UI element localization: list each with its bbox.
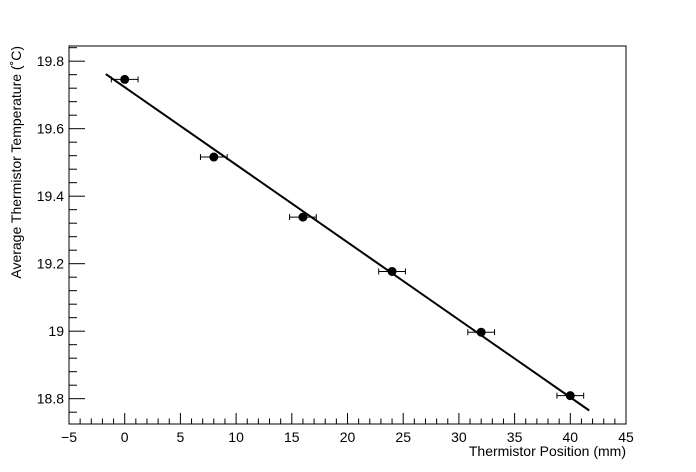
x-tick-label: 10 [228,429,244,445]
y-axis-ticks [69,47,85,413]
y-tick-label: 19.6 [37,121,64,137]
y-tick-label: 19.2 [37,256,64,272]
data-point [120,74,130,84]
x-axis-tick-labels: −5 0 5 10 15 20 25 30 35 40 45 [61,429,634,445]
y-axis-tick-labels: 18.8 19 19.2 19.4 19.6 19.8 [37,53,64,407]
y-axis-label: Average Thermistor Temperature (˚C) [8,46,24,279]
x-tick-label: 20 [340,429,356,445]
plot-frame [68,45,627,425]
data-point [209,152,219,162]
data-point [298,212,308,222]
x-tick-label: 45 [618,429,634,445]
x-tick-label: 15 [284,429,300,445]
y-tick-label: 18.8 [37,391,64,407]
fit-line [105,73,590,412]
y-tick-label: 19 [48,323,64,339]
x-axis-ticks [68,413,627,424]
x-axis-label: Thermistor Position (mm) [469,443,626,459]
x-tick-label: 40 [563,429,579,445]
x-tick-label: 25 [395,429,411,445]
y-tick-label: 19.4 [37,188,64,204]
x-tick-label: 0 [121,429,129,445]
x-tick-label: 35 [507,429,523,445]
x-tick-label: −5 [61,429,77,445]
series-layer [105,73,590,412]
x-tick-label: 5 [177,429,185,445]
y-tick-label: 19.8 [37,53,64,69]
x-tick-label: 30 [451,429,467,445]
